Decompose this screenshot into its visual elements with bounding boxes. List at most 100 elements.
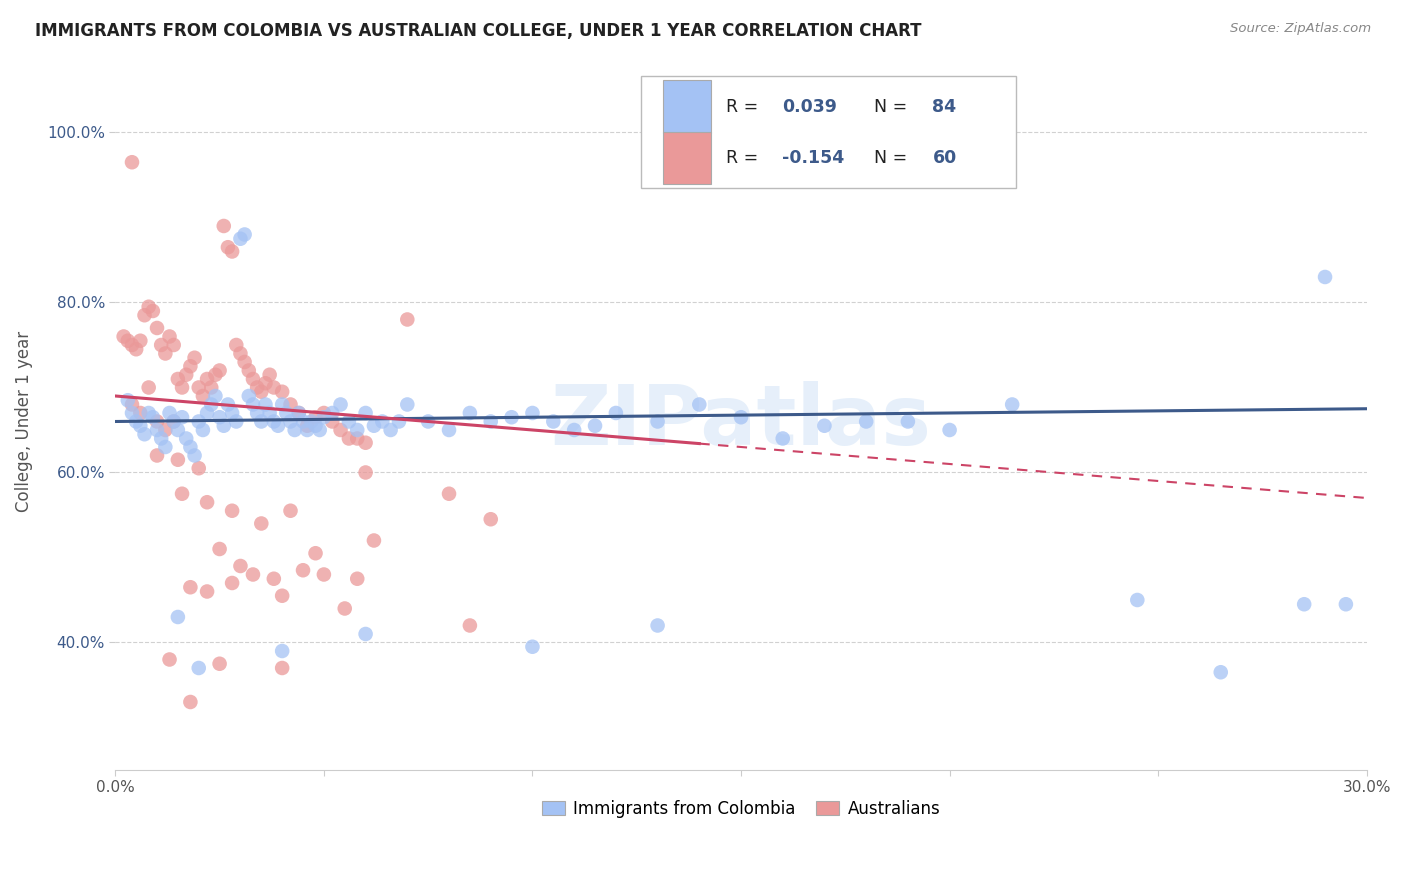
Point: [346, 432, 368, 446]
Point: [250, 384, 273, 399]
Point: [170, 380, 193, 394]
Point: [772, 432, 794, 446]
Point: [191, 389, 214, 403]
Point: [371, 415, 394, 429]
Point: [333, 601, 356, 615]
Point: [150, 432, 173, 446]
Point: [225, 338, 247, 352]
Point: [1209, 665, 1232, 680]
Point: [897, 415, 920, 429]
Point: [1001, 397, 1024, 411]
Point: [304, 418, 326, 433]
Point: [479, 415, 502, 429]
Point: [195, 372, 218, 386]
Point: [204, 368, 226, 382]
Point: [647, 415, 669, 429]
Point: [187, 661, 209, 675]
Point: [583, 418, 606, 433]
Point: [179, 359, 201, 374]
Text: 84: 84: [932, 97, 956, 116]
Point: [138, 300, 160, 314]
Point: [329, 397, 352, 411]
Point: [183, 351, 205, 365]
Point: [167, 452, 190, 467]
Point: [1126, 593, 1149, 607]
Point: [159, 406, 181, 420]
Point: [142, 304, 165, 318]
Point: [174, 368, 197, 382]
Point: [167, 372, 190, 386]
Point: [304, 410, 326, 425]
Point: [246, 380, 269, 394]
Point: [329, 423, 352, 437]
Point: [308, 423, 330, 437]
Point: [233, 355, 256, 369]
Point: [280, 504, 302, 518]
Point: [271, 397, 294, 411]
Point: [146, 423, 169, 437]
Point: [280, 397, 302, 411]
Text: N =: N =: [873, 97, 912, 116]
Point: [354, 435, 377, 450]
Point: [292, 415, 315, 429]
Point: [229, 346, 252, 360]
Point: [163, 338, 186, 352]
Point: [1334, 597, 1357, 611]
Point: [346, 423, 368, 437]
Point: [242, 567, 264, 582]
Point: [363, 418, 385, 433]
Point: [200, 397, 222, 411]
Point: [121, 155, 143, 169]
Point: [522, 406, 544, 420]
Point: [276, 406, 298, 420]
Point: [208, 363, 231, 377]
Point: [233, 227, 256, 242]
Point: [284, 423, 307, 437]
Point: [121, 397, 143, 411]
Point: [155, 346, 177, 360]
Point: [179, 580, 201, 594]
Point: [647, 618, 669, 632]
Point: [1294, 597, 1316, 611]
Text: IMMIGRANTS FROM COLOMBIA VS AUSTRALIAN COLLEGE, UNDER 1 YEAR CORRELATION CHART: IMMIGRANTS FROM COLOMBIA VS AUSTRALIAN C…: [35, 22, 922, 40]
Point: [354, 406, 377, 420]
Point: [187, 415, 209, 429]
Point: [187, 380, 209, 394]
Point: [250, 415, 273, 429]
Point: [242, 372, 264, 386]
Point: [221, 244, 243, 259]
Point: [337, 415, 360, 429]
Point: [163, 415, 186, 429]
Point: [208, 541, 231, 556]
Point: [312, 410, 335, 425]
Point: [321, 415, 343, 429]
Point: [167, 610, 190, 624]
Point: [121, 338, 143, 352]
Point: [380, 423, 402, 437]
Point: [354, 627, 377, 641]
Point: [129, 406, 152, 420]
Text: 0.039: 0.039: [782, 97, 837, 116]
Point: [418, 415, 440, 429]
Point: [288, 406, 311, 420]
Text: Source: ZipAtlas.com: Source: ZipAtlas.com: [1230, 22, 1371, 36]
Point: [688, 397, 710, 411]
Point: [238, 363, 260, 377]
Point: [217, 240, 239, 254]
Point: [159, 652, 181, 666]
Point: [167, 423, 190, 437]
Point: [479, 512, 502, 526]
Point: [170, 487, 193, 501]
Point: [813, 418, 835, 433]
Point: [117, 334, 139, 348]
Y-axis label: College, Under 1 year: College, Under 1 year: [15, 331, 32, 512]
Point: [212, 219, 235, 233]
Point: [138, 406, 160, 420]
Point: [150, 338, 173, 352]
Point: [295, 418, 318, 433]
Point: [437, 487, 460, 501]
Point: [200, 380, 222, 394]
Point: [221, 576, 243, 591]
Point: [129, 334, 152, 348]
Point: [179, 695, 201, 709]
